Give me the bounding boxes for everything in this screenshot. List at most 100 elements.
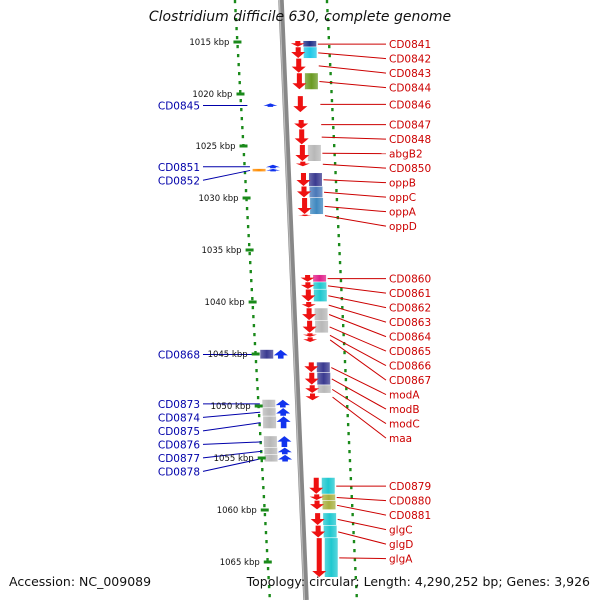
feature-box (303, 40, 317, 47)
outer-scale-dot (353, 549, 356, 553)
gene-label: CD0845 (158, 100, 200, 112)
scale-tick-label: 1040 kbp (205, 298, 245, 308)
outer-scale-dot (351, 522, 355, 526)
forward-gene-arrow (297, 214, 312, 217)
gene-label: glgC (389, 525, 413, 537)
forward-gene-arrow (302, 333, 317, 337)
inner-scale-dot (262, 486, 265, 490)
gene-label: CD0873 (158, 399, 200, 411)
outer-scale-dot (340, 288, 343, 292)
scale-tick-label: 1055 kbp (214, 454, 254, 464)
inner-scale-dot (239, 99, 242, 103)
inner-scale-dot (244, 189, 248, 193)
outer-scale-dot (343, 351, 346, 355)
topology-text: Topology: circular; Length: 4,290,252 bp… (246, 574, 590, 589)
forward-gene-arrow (305, 385, 320, 393)
label-connector (329, 339, 387, 381)
inner-scale-dot (239, 90, 242, 94)
forward-gene-arrow (295, 161, 310, 167)
gene-label: CD0868 (158, 350, 200, 362)
gene-features (263, 40, 327, 577)
gene-label: oppC (389, 192, 416, 204)
gene-label: CD0847 (389, 120, 431, 132)
inner-scale-dot (248, 252, 251, 256)
label-connector (338, 531, 387, 545)
inner-scale-dot (234, 9, 237, 13)
scale-tick-mark (233, 40, 242, 44)
gene-label: CD0851 (158, 162, 200, 174)
inner-scale-dot (236, 54, 240, 58)
outer-scale-dot (325, 0, 329, 4)
inner-scale-dot (235, 27, 238, 31)
outer-scale-dot (346, 423, 350, 427)
label-connector (339, 557, 387, 560)
inner-scale-dot (236, 45, 239, 49)
forward-gene-arrow (304, 362, 319, 373)
outer-scale-dot (345, 396, 348, 400)
scale-tick-label: 1035 kbp (202, 246, 242, 256)
inner-scale-dot (251, 297, 254, 301)
label-connector (318, 52, 387, 60)
inner-scale-dot (267, 576, 270, 580)
feature-box (252, 168, 266, 172)
outer-scale-dot (342, 333, 345, 337)
outer-scale-dot (341, 306, 344, 310)
feature-box (317, 385, 331, 393)
gene-label: CD0848 (389, 134, 431, 146)
gene-label: CD0867 (389, 375, 431, 387)
inner-scale-dot (261, 468, 264, 472)
outer-scale-dot (330, 90, 333, 94)
reverse-gene-arrow (277, 436, 292, 447)
scale-tick-mark (248, 300, 257, 304)
outer-scale-dot (346, 414, 349, 418)
label-connector (321, 136, 387, 140)
gene-label: oppA (389, 207, 417, 219)
reverse-gene-arrow (277, 447, 292, 455)
outer-scale-dot (328, 54, 331, 58)
inner-scale-dot (243, 171, 247, 175)
reverse-gene-arrow (263, 103, 278, 107)
reverse-gene-arrow (265, 164, 280, 169)
genome-axis (278, 0, 309, 600)
outer-scale-dot (334, 180, 338, 184)
outer-scale-dot (345, 387, 348, 391)
inner-scale-dot (259, 432, 262, 436)
feature-box (313, 289, 327, 302)
label-connector (319, 81, 387, 89)
accession-text: Accession: NC_009089 (9, 574, 152, 589)
label-connector (202, 422, 261, 432)
outer-scale-dot (333, 144, 336, 148)
feature-box (315, 320, 329, 333)
feature-box (263, 416, 277, 429)
forward-gene-arrow (305, 393, 320, 401)
scale-tick-label: 1050 kbp (211, 402, 251, 412)
scale-tick-label: 1030 kbp (198, 194, 238, 204)
inner-scale-dot (238, 81, 241, 85)
outer-scale-dot (332, 126, 335, 130)
label-connector (337, 518, 387, 531)
label-connector (202, 441, 262, 445)
gene-label: CD0861 (389, 288, 431, 300)
label-connector (322, 163, 387, 169)
feature-box (313, 274, 327, 282)
inner-scale-dot (262, 495, 266, 499)
outer-scale-dot (336, 207, 339, 211)
inner-scale-dot (264, 522, 267, 526)
inner-scale-dot (234, 18, 238, 22)
inner-scale-dot (257, 414, 261, 418)
feature-box (323, 513, 337, 525)
feature-box (264, 447, 278, 455)
scale-tick-mark (239, 144, 248, 148)
scale-tick-label: 1020 kbp (192, 90, 232, 100)
gene-label: CD0875 (158, 426, 200, 438)
inner-scale-dot (238, 72, 241, 76)
inner-scale-dot (246, 225, 250, 229)
outer-scale-dot (353, 558, 357, 562)
scale-tick-mark (245, 248, 254, 252)
inner-scale-dot (256, 387, 259, 391)
gene-label: modB (389, 404, 420, 416)
feature-box (307, 144, 321, 161)
outer-scale-dot (349, 477, 353, 481)
feature-box (264, 454, 278, 462)
forward-gene-arrow (294, 120, 309, 129)
